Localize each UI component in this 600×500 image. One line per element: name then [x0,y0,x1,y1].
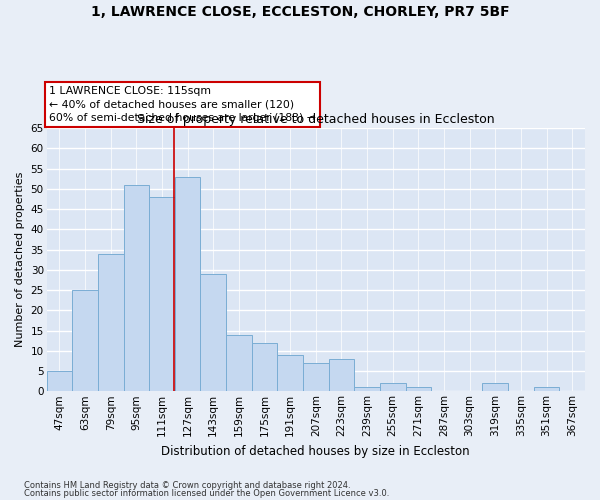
Bar [534,387,559,392]
Bar [98,254,124,392]
Bar [72,290,98,392]
Bar [482,383,508,392]
Text: 1, LAWRENCE CLOSE, ECCLESTON, CHORLEY, PR7 5BF: 1, LAWRENCE CLOSE, ECCLESTON, CHORLEY, P… [91,5,509,19]
Text: Contains public sector information licensed under the Open Government Licence v3: Contains public sector information licen… [24,489,389,498]
Bar [277,355,303,392]
Bar [251,342,277,392]
Bar [149,197,175,392]
Bar [226,334,251,392]
Bar [124,185,149,392]
Bar [380,383,406,392]
Bar [303,363,329,392]
Bar [47,371,72,392]
Y-axis label: Number of detached properties: Number of detached properties [15,172,25,348]
Bar [406,387,431,392]
Text: Contains HM Land Registry data © Crown copyright and database right 2024.: Contains HM Land Registry data © Crown c… [24,480,350,490]
Text: 1 LAWRENCE CLOSE: 115sqm
← 40% of detached houses are smaller (120)
60% of semi-: 1 LAWRENCE CLOSE: 115sqm ← 40% of detach… [49,86,316,123]
Bar [329,359,354,392]
X-axis label: Distribution of detached houses by size in Eccleston: Distribution of detached houses by size … [161,444,470,458]
Bar [354,387,380,392]
Bar [200,274,226,392]
Title: Size of property relative to detached houses in Eccleston: Size of property relative to detached ho… [137,112,494,126]
Bar [175,176,200,392]
